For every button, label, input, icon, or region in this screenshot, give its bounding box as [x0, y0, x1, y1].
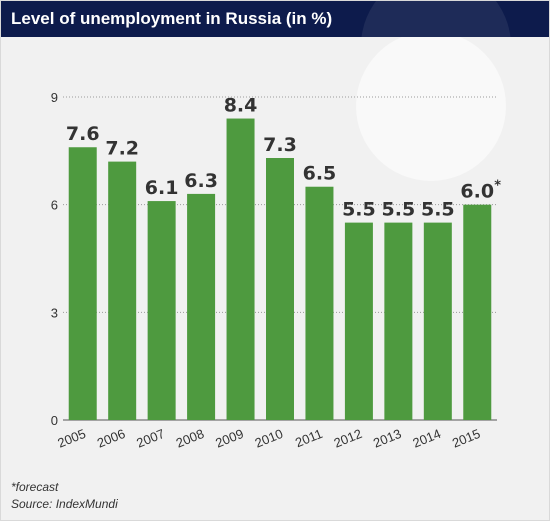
forecast-note: *forecast	[11, 480, 59, 494]
value-label: 8.4	[224, 95, 258, 117]
bar-2006	[108, 161, 137, 420]
chart-header: Level of unemployment in Russia (in %)	[1, 1, 549, 37]
bar-2008	[187, 193, 216, 420]
bar-2014	[423, 222, 452, 420]
value-label: 6.0	[460, 181, 494, 203]
value-label: 5.5	[342, 199, 376, 221]
bar-2009	[226, 118, 255, 421]
x-tick-label: 2008	[174, 426, 206, 451]
value-label: 6.5	[303, 163, 337, 185]
value-label: 6.1	[145, 177, 179, 199]
bars	[68, 118, 492, 421]
value-label: 7.3	[263, 134, 297, 156]
value-label: 6.3	[184, 170, 218, 192]
value-labels: 7.67.26.1 6.38.47.36.55.5 5.5 5.56.0 *	[66, 95, 501, 221]
background-watermark	[356, 31, 506, 181]
value-label: 7.2	[105, 138, 139, 160]
x-tick-label: 2009	[213, 426, 245, 451]
y-tick-label: 9	[51, 90, 58, 105]
bar-2010	[266, 158, 294, 420]
source-note: Source: IndexMundi	[11, 497, 118, 511]
bar-2013	[384, 222, 413, 420]
y-tick-labels: 0 3 6 9	[51, 90, 58, 428]
x-tick-label: 2013	[371, 426, 403, 451]
x-tick-label: 2011	[293, 426, 325, 450]
x-tick-label: 2015	[450, 426, 482, 451]
y-tick-label: 6	[51, 198, 58, 213]
x-tick-label: 2014	[411, 426, 443, 451]
x-tick-label: 2006	[95, 426, 127, 451]
chart-title: Level of unemployment in Russia (in %)	[11, 9, 333, 28]
bar-2011	[305, 186, 334, 420]
x-tick-label: 2007	[134, 426, 166, 451]
x-tick-label: 2005	[55, 426, 87, 451]
value-label: 7.6	[66, 123, 100, 145]
bar-2015	[463, 204, 492, 420]
x-tick-labels: 2005 2006 2007 2008 2009 2010 2011 2012 2013 2014…	[55, 426, 482, 451]
y-tick-label: 0	[51, 413, 58, 428]
x-tick-label: 2010	[253, 426, 285, 451]
forecast-asterisk: *	[494, 179, 501, 194]
logo-shape	[361, 1, 511, 37]
bar-2005	[68, 147, 97, 420]
x-tick-label: 2012	[332, 426, 364, 451]
bar-2007	[147, 201, 176, 420]
value-label: 5.5	[382, 199, 416, 221]
chart-footer: *forecast Source: IndexMundi	[11, 479, 118, 513]
bar-2012	[344, 222, 373, 420]
y-tick-label: 3	[51, 305, 58, 320]
value-label: 5.5	[421, 199, 455, 221]
